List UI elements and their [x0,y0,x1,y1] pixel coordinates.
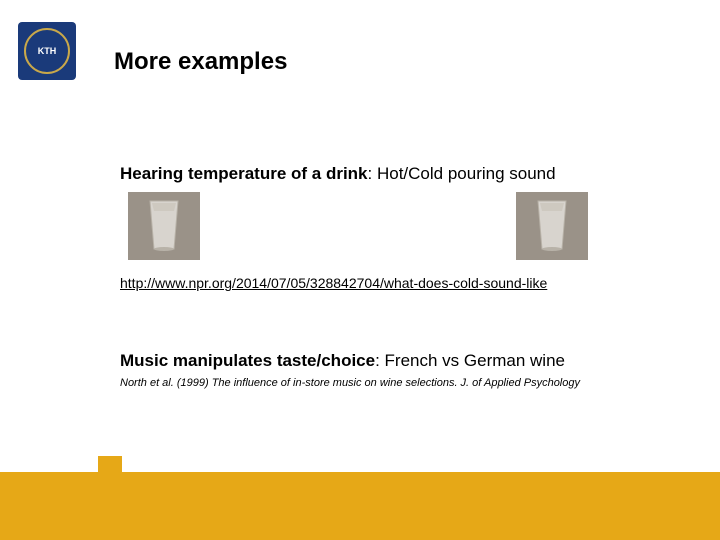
decorative-bottom-bar [0,472,720,540]
kth-logo-text: KTH [38,47,57,56]
decorative-notch [98,456,122,472]
section2-bold: Music manipulates taste/choice [120,351,375,370]
glass-image-right [516,192,588,260]
glass-image-left [128,192,200,260]
kth-logo-inner: KTH [24,28,70,74]
slide-title: More examples [114,48,287,76]
glass-icon [532,199,572,253]
section2-heading: Music manipulates taste/choice: French v… [120,351,565,371]
npr-link[interactable]: http://www.npr.org/2014/07/05/328842704/… [120,275,547,291]
section2-rest: : French vs German wine [375,351,565,370]
glass-icon [144,199,184,253]
kth-logo: KTH [18,22,76,80]
section1-bold: Hearing temperature of a drink [120,164,368,183]
citation-text: North et al. (1999) The influence of in-… [120,377,580,389]
section1-rest: : Hot/Cold pouring sound [368,164,556,183]
section1-heading: Hearing temperature of a drink: Hot/Cold… [120,164,556,184]
glass-images-row [128,192,588,260]
